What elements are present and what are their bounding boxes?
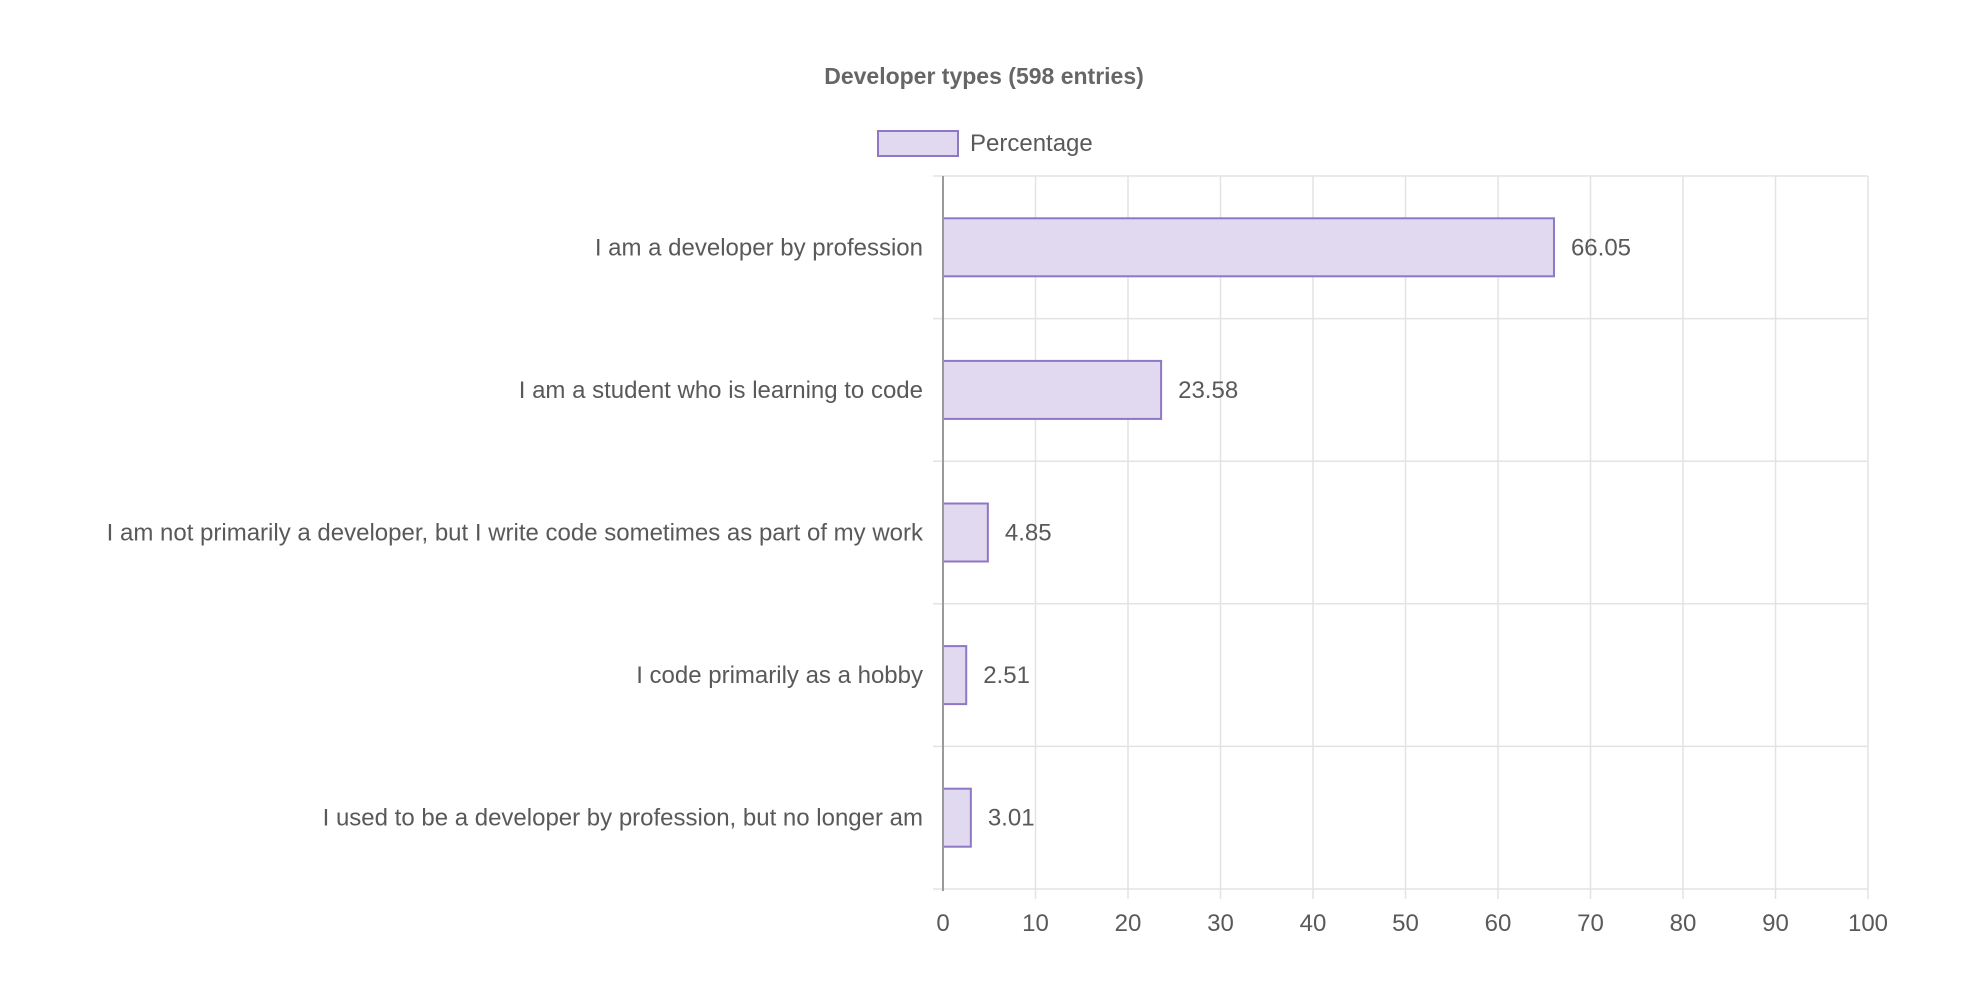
- x-tick-label: 20: [1115, 910, 1142, 937]
- bars-layer: [942, 217, 1555, 848]
- data-label: 23.58: [1178, 377, 1238, 404]
- x-tick-label: 10: [1022, 910, 1049, 937]
- x-tick-label: 60: [1485, 910, 1512, 937]
- x-tick-label: 30: [1207, 910, 1234, 937]
- data-label: 4.85: [1005, 520, 1052, 547]
- x-tick-label: 80: [1670, 910, 1697, 937]
- data-label: 66.05: [1571, 234, 1631, 261]
- labels-layer: 0 10 20 30 40 50 60 70 80 90 100 I am a developer b…: [107, 234, 1888, 937]
- legend[interactable]: Percentage: [877, 130, 1093, 157]
- legend-swatch[interactable]: [877, 130, 959, 157]
- data-label: 3.01: [988, 805, 1035, 832]
- bar[interactable]: [942, 502, 989, 563]
- bar[interactable]: [942, 217, 1555, 278]
- bar[interactable]: [942, 787, 972, 848]
- legend-label: Percentage: [970, 130, 1093, 157]
- x-tick-label: 90: [1762, 910, 1789, 937]
- bar[interactable]: [942, 359, 1163, 420]
- bar[interactable]: [942, 645, 968, 706]
- data-label: 2.51: [983, 662, 1030, 689]
- x-tick-label: 100: [1848, 910, 1888, 937]
- category-label: I code primarily as a hobby: [636, 662, 923, 689]
- x-tick-label: 70: [1577, 910, 1604, 937]
- chart-title: Developer types (598 entries): [824, 63, 1144, 89]
- category-label: I used to be a developer by profession, …: [323, 805, 923, 832]
- grid-layer: [933, 175, 1869, 899]
- category-label: I am not primarily a developer, but I wr…: [107, 520, 924, 547]
- category-label: I am a developer by profession: [595, 234, 923, 261]
- category-label: I am a student who is learning to code: [519, 377, 923, 404]
- x-tick-label: 50: [1392, 910, 1419, 937]
- x-tick-label: 40: [1300, 910, 1327, 937]
- x-tick-label: 0: [936, 910, 949, 937]
